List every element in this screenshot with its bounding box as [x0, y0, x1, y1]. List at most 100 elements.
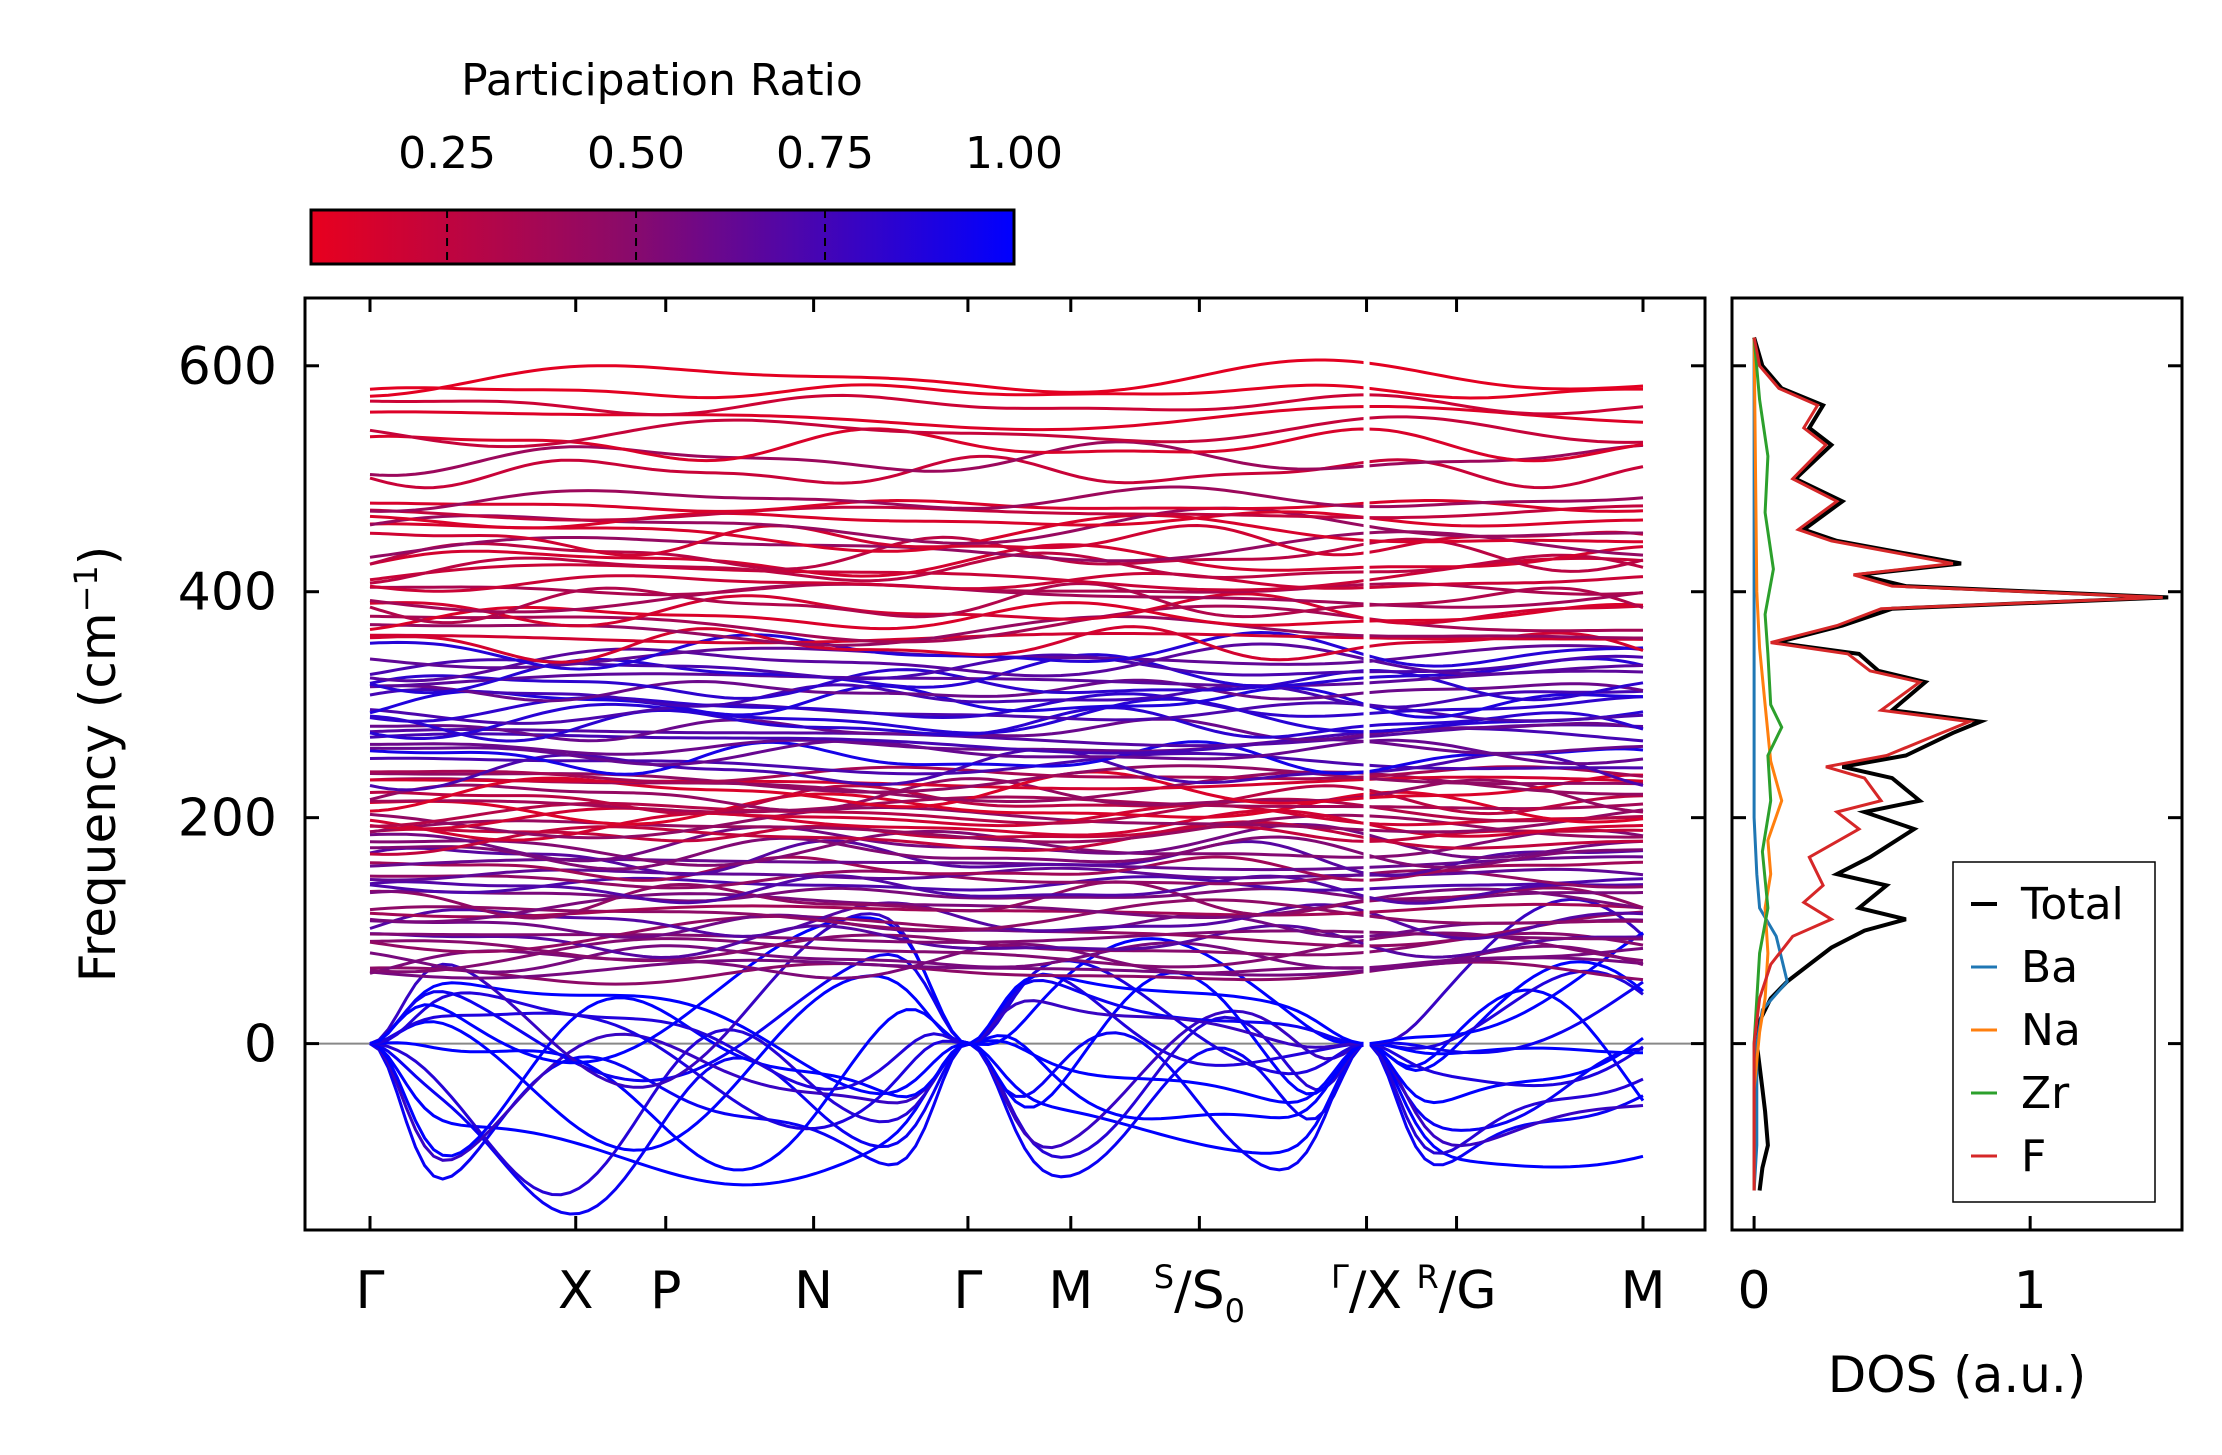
phonon-band — [369, 897, 1645, 1089]
phonon-band — [369, 941, 1644, 974]
phonon-band — [369, 510, 1644, 530]
phonon-band — [370, 835, 1644, 871]
phonon-band — [369, 808, 1644, 842]
kpoint-label: X — [558, 1261, 594, 1321]
phonon-band — [369, 630, 1644, 671]
kpoint-label: Γ — [953, 1261, 982, 1321]
phonon-band — [369, 839, 1644, 878]
dos-legend: Total Ba Na Zr F — [1952, 861, 2156, 1203]
phonon-band — [369, 513, 1643, 553]
phonon-band — [369, 813, 1644, 844]
legend-label: Zr — [2021, 1068, 2070, 1119]
phonon-band — [369, 415, 1644, 449]
kpoint-label: S/S0 — [1154, 1258, 1245, 1330]
phonon-band — [369, 1009, 1644, 1162]
phonon-band — [369, 571, 1644, 593]
phonon-band — [369, 440, 1644, 477]
dos-axes-frame — [1730, 296, 2184, 1232]
kpoint-label: R/G — [1417, 1258, 1497, 1321]
phonon-band — [369, 886, 1644, 903]
phonon-band — [369, 880, 1644, 920]
phonon-band — [369, 916, 1644, 1065]
phonon-band — [369, 913, 1644, 939]
colorbar-tick-label: 0.50 — [587, 128, 685, 179]
phonon-band — [369, 383, 1643, 400]
phonon-band — [369, 582, 1644, 614]
phonon-band — [369, 543, 1644, 578]
phonon-band — [369, 855, 1644, 882]
colorbar: Participation Ratio 0.25 0.50 0.75 1.00 — [309, 55, 1063, 266]
kpoint-label: M — [1048, 1261, 1093, 1321]
phonon-band — [369, 874, 1644, 905]
band-ytick-label: 400 — [178, 563, 277, 623]
phonon-band — [369, 1042, 1644, 1216]
path-break-gap — [1363, 300, 1370, 1228]
band-ytick-label: 600 — [178, 337, 277, 397]
band-axes-frame — [303, 296, 1707, 1232]
colorbar-title: Participation Ratio — [461, 55, 863, 106]
phonon-band — [370, 775, 1644, 791]
phonon-band — [369, 937, 1644, 1096]
phonon-band — [369, 604, 1644, 644]
phonon-band — [369, 820, 1644, 856]
dos-x-axis-label: DOS (a.u.) — [1828, 1346, 2087, 1404]
colorbar-tick-label: 1.00 — [965, 128, 1063, 179]
phonon-band — [369, 504, 1644, 522]
phonon-band — [369, 625, 1644, 664]
phonon-band — [369, 530, 1644, 563]
colorbar-tick-labels: 0.25 0.50 0.75 1.00 — [398, 128, 1063, 179]
legend-label: Total — [2020, 879, 2124, 930]
phonon-band — [370, 765, 1644, 784]
phonon-band — [369, 866, 1644, 882]
colorbar-bar — [309, 208, 1016, 266]
y-axis-label: Frequency (cm−1) — [67, 546, 127, 983]
phonon-band — [369, 971, 1644, 1158]
band-ytick-label: 200 — [178, 789, 277, 849]
kpoint-label: Γ/X — [1331, 1258, 1402, 1321]
kpoint-label: N — [794, 1261, 833, 1321]
phonon-band — [369, 485, 1644, 513]
phonon-band — [369, 556, 1644, 592]
phonon-band — [369, 723, 1644, 748]
band-structure-plot: 600 400 200 0 Γ X P N Γ M S/S0 Γ/X R/G M Frequency (… — [67, 296, 1707, 1330]
kpoint-label: Γ — [356, 1261, 385, 1321]
phonon-band — [369, 678, 1644, 703]
colorbar-tick-label: 0.25 — [398, 128, 496, 179]
phonon-band — [369, 803, 1644, 831]
dos-curves — [1752, 336, 2169, 1191]
dos-series-f — [1752, 337, 2163, 1191]
phonon-band — [369, 1042, 1644, 1187]
phonon-band — [369, 924, 1644, 960]
phonon-band — [369, 427, 1644, 463]
dos-series-na — [1752, 337, 1784, 1191]
phonon-band — [369, 752, 1643, 776]
phonon-band — [369, 405, 1644, 432]
phonon-band — [369, 806, 1644, 840]
dos-series-zr — [1752, 337, 1784, 1191]
phonon-band — [369, 969, 1644, 1091]
phonon-band — [369, 701, 1644, 725]
phonon-band — [370, 717, 1644, 743]
dos-xtick-label: 1 — [2014, 1261, 2047, 1321]
phonon-band — [369, 358, 1644, 398]
legend-label: F — [2021, 1131, 2046, 1182]
phonon-band — [370, 632, 1644, 645]
phonon-band — [369, 901, 1644, 941]
phonon-band — [369, 1015, 1644, 1197]
band-x-ticks: Γ X P N Γ M S/S0 Γ/X R/G M — [356, 298, 1666, 1330]
phonon-band — [369, 642, 1644, 683]
phonon-band — [369, 706, 1644, 743]
phonon-band — [369, 960, 1644, 1152]
legend-label: Na — [2021, 1005, 2081, 1056]
colorbar-tick-marks — [446, 210, 827, 264]
kpoint-label: M — [1621, 1261, 1666, 1321]
colorbar-tick-label: 0.75 — [776, 128, 874, 179]
band-y-ticks: 600 400 200 0 — [178, 337, 1705, 1075]
phonon-band — [369, 822, 1644, 863]
phonon-band — [369, 738, 1644, 767]
phonon-band — [369, 747, 1644, 792]
phonon-band — [369, 902, 1644, 919]
phonon-bands — [369, 358, 1645, 1216]
